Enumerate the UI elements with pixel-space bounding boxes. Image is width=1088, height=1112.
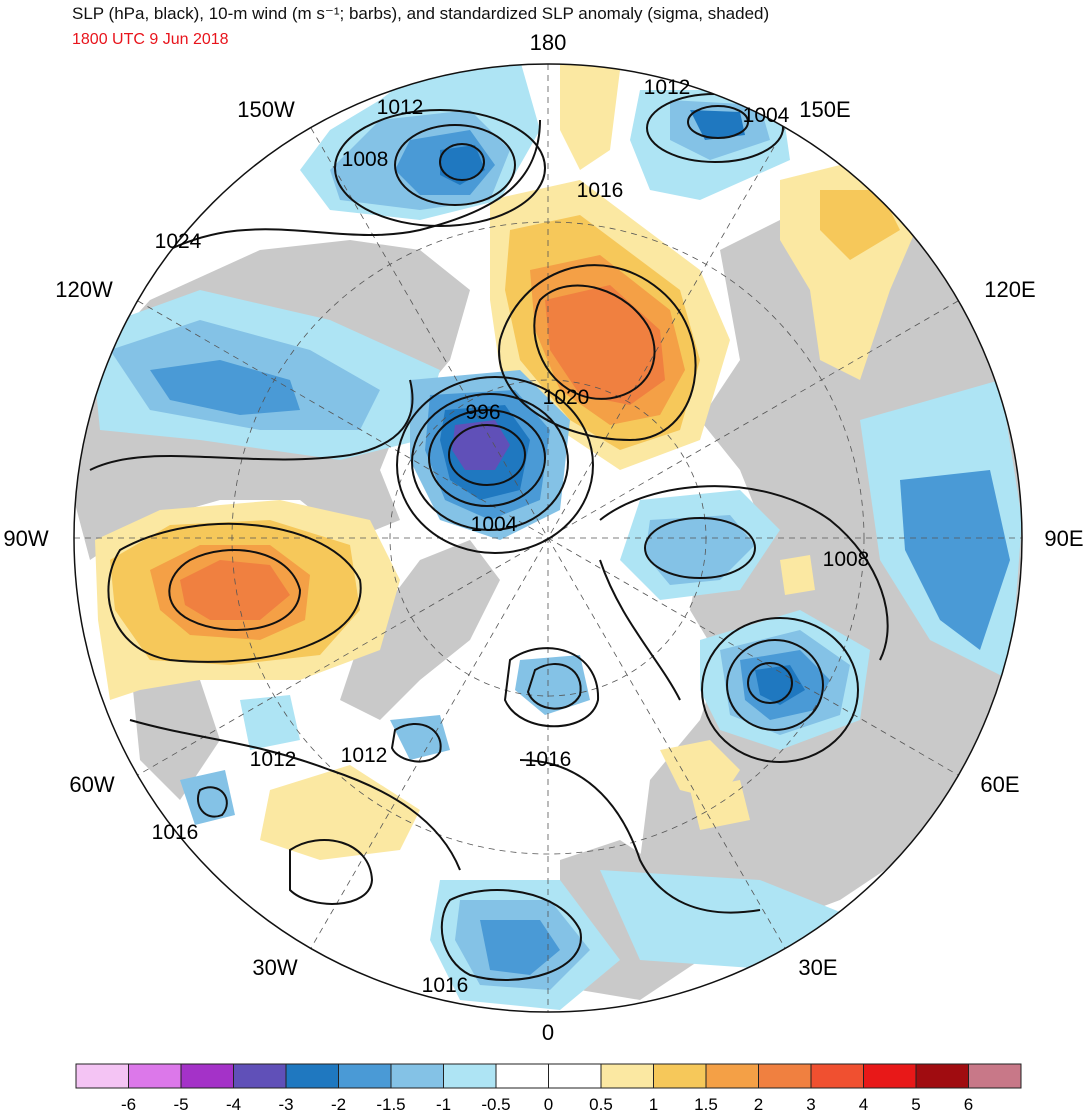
contour-label: 1016: [577, 179, 624, 202]
lon-label-30w: 30W: [252, 955, 297, 980]
map-datetime: 1800 UTC 9 Jun 2018: [72, 31, 229, 48]
colorbar-swatch: [705, 1063, 759, 1089]
lon-label-120e: 120E: [984, 277, 1035, 302]
colorbar-tick-label: 5: [911, 1095, 920, 1112]
colorbar-swatch: [390, 1063, 444, 1089]
colorbar-swatch: [285, 1063, 339, 1089]
colorbar-tick-label: 4: [859, 1095, 868, 1112]
colorbar-swatch: [180, 1063, 234, 1089]
colorbar-swatch: [863, 1063, 917, 1089]
contour-label: 1012: [377, 96, 424, 119]
colorbar-tick-label: 3: [806, 1095, 815, 1112]
colorbar-swatch: [233, 1063, 287, 1089]
contour-label: 1008: [823, 548, 870, 571]
colorbar-swatch: [915, 1063, 969, 1089]
colorbar-tick-label: 6: [964, 1095, 973, 1112]
colorbar-swatch: [495, 1063, 549, 1089]
colorbar-swatch: [600, 1063, 654, 1089]
lon-label-90e: 90E: [1044, 526, 1083, 551]
colorbar-swatch: [968, 1063, 1022, 1089]
colorbar-tick-label: 1: [649, 1095, 658, 1112]
contour-label: 1004: [743, 104, 790, 127]
colorbar-swatch: [758, 1063, 812, 1089]
contour-label: 1008: [342, 148, 389, 171]
colorbar-tick-label: -2: [331, 1095, 346, 1112]
colorbar-tick-label: -1.5: [376, 1095, 405, 1112]
colorbar-tick-label: -6: [121, 1095, 136, 1112]
lon-label-30e: 30E: [798, 955, 837, 980]
contour-label: 996: [465, 401, 500, 424]
contour-label: 1012: [644, 76, 691, 99]
lon-label-120w: 120W: [55, 277, 113, 302]
contour-label: 1016: [525, 748, 572, 771]
colorbar-tick-label: -3: [278, 1095, 293, 1112]
colorbar-tick-label: 1.5: [694, 1095, 718, 1112]
colorbar-swatch: [128, 1063, 182, 1089]
colorbar-swatch: [653, 1063, 707, 1089]
colorbar-tick-label: -1: [436, 1095, 451, 1112]
lon-label-180: 180: [530, 30, 567, 55]
colorbar-tick-label: 2: [754, 1095, 763, 1112]
colorbar-swatch: [338, 1063, 392, 1089]
map-border: [73, 63, 1023, 1013]
contour-label: 1016: [152, 821, 199, 844]
lon-label-0: 0: [542, 1020, 554, 1045]
contour-label: 1020: [543, 386, 590, 409]
colorbar-labels: -6 -5 -4 -3 -2 -1.5 -1 -0.5 0 0.5 1 1.5 2 3 4 5 6: [121, 1095, 973, 1112]
lon-label-150w: 150W: [237, 97, 295, 122]
colorbar-tick-label: 0: [544, 1095, 553, 1112]
lon-label-150e: 150E: [799, 97, 850, 122]
contour-label: 1012: [250, 748, 297, 771]
contour-label: 1024: [155, 230, 202, 253]
negative-anomaly-shading: [90, 64, 1022, 1010]
colorbar-tick-label: -4: [226, 1095, 241, 1112]
colorbar-swatch: [810, 1063, 864, 1089]
colorbar-tick-label: -5: [173, 1095, 188, 1112]
colorbar-boxes: [75, 1063, 1022, 1089]
colorbar-swatch: [548, 1063, 602, 1089]
colorbar-tick-label: 0.5: [589, 1095, 613, 1112]
colorbar-tick-label: -0.5: [481, 1095, 510, 1112]
map-title: SLP (hPa, black), 10-m wind (m s⁻¹; barb…: [72, 4, 770, 23]
contour-label: 1016: [422, 974, 469, 997]
contour-labels: 1012 1008 1024 1012 1004 1016 1020 996 1…: [152, 76, 870, 997]
lon-label-60w: 60W: [69, 772, 114, 797]
contour-label: 1012: [341, 744, 388, 767]
colorbar-swatch: [443, 1063, 497, 1089]
lon-label-60e: 60E: [980, 772, 1019, 797]
colorbar-swatch: [75, 1063, 129, 1089]
contour-label: 1004: [471, 513, 518, 536]
lon-label-90w: 90W: [3, 526, 48, 551]
